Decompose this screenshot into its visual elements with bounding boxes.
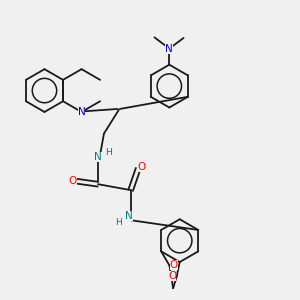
- Text: N: N: [125, 211, 133, 221]
- Text: O: O: [169, 260, 178, 270]
- Text: H: H: [105, 148, 112, 157]
- Text: H: H: [116, 218, 122, 227]
- Text: N: N: [78, 107, 86, 117]
- Text: N: N: [94, 152, 102, 161]
- Text: O: O: [68, 176, 76, 186]
- Text: O: O: [168, 271, 176, 281]
- Text: N: N: [165, 44, 173, 54]
- Text: O: O: [138, 162, 146, 172]
